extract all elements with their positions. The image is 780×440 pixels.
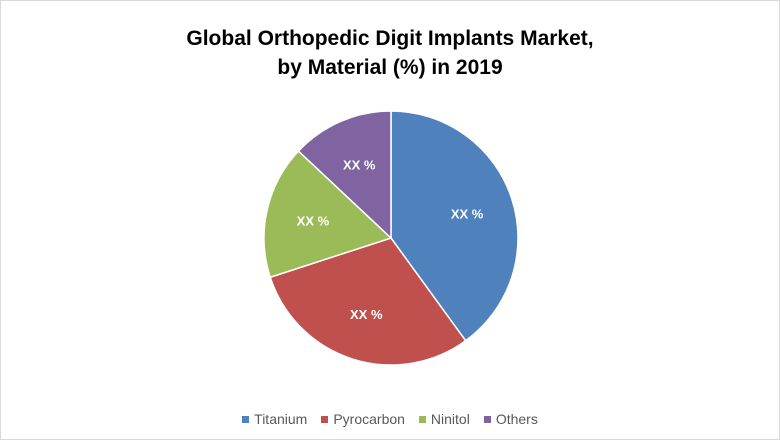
legend-item-ninitol: Ninitol — [418, 411, 470, 427]
legend-swatch — [242, 415, 250, 423]
legend-label: Pyrocarbon — [333, 411, 405, 427]
chart-title-line2: by Material (%) in 2019 — [277, 56, 503, 79]
pie-slice-pyrocarbon — [269, 237, 467, 366]
pie-slice-titanium — [390, 110, 519, 342]
legend-label: Ninitol — [430, 411, 470, 427]
legend-item-others: Others — [483, 411, 538, 427]
legend-swatch — [418, 415, 426, 423]
legend-label: Others — [495, 411, 538, 427]
legend-item-titanium: Titanium — [242, 411, 307, 427]
legend-label: Titanium — [254, 411, 308, 427]
pie-slice-others — [297, 110, 392, 240]
chart-title-line1: Global Orthopedic Digit Implants Market, — [186, 27, 594, 50]
data-label-ninitol: XX % — [297, 214, 330, 229]
legend: Titanium Pyrocarbon Ninitol Others — [0, 411, 780, 427]
data-label-others: XX % — [343, 158, 376, 173]
data-label-pyrocarbon: XX % — [350, 307, 383, 322]
legend-swatch — [483, 415, 491, 423]
legend-swatch — [321, 415, 329, 423]
legend-item-pyrocarbon: Pyrocarbon — [321, 411, 405, 427]
data-label-titanium: XX % — [451, 206, 484, 221]
pie-slice-ninitol — [263, 150, 393, 279]
chart-title: Global Orthopedic Digit Implants Market,… — [0, 24, 780, 82]
